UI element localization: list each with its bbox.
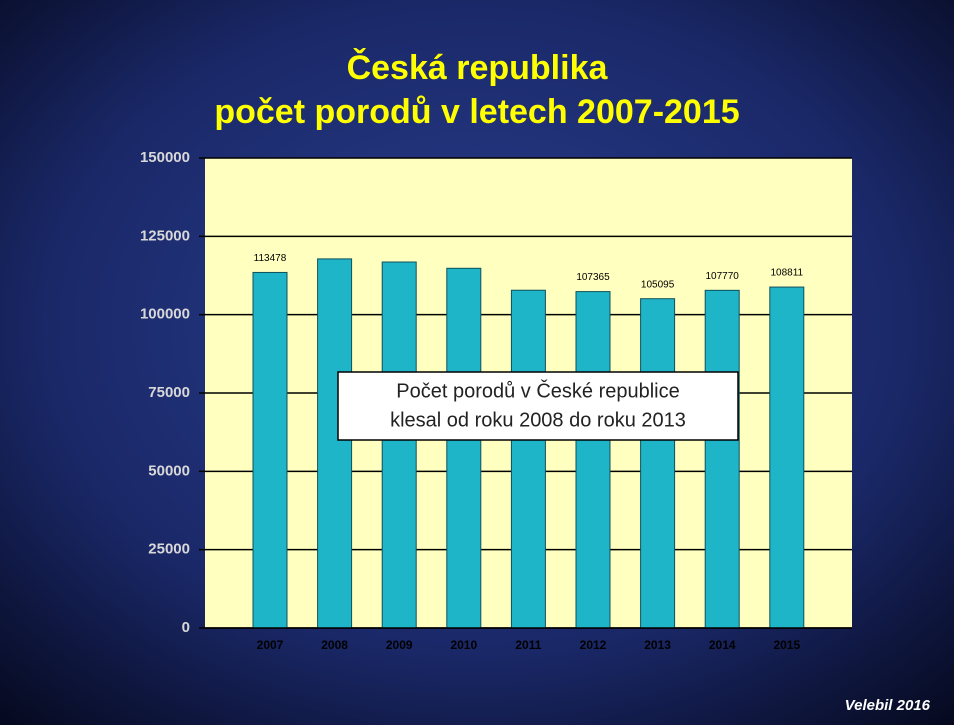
value-label: 107365 bbox=[576, 272, 610, 283]
chart-title: počet porodů v letech 2007-2015 bbox=[214, 93, 739, 131]
y-tick-label: 75000 bbox=[148, 384, 190, 401]
y-tick-label: 100000 bbox=[140, 306, 190, 323]
annotation: Počet porodů v České republice bbox=[396, 379, 680, 402]
x-tick-label: 2014 bbox=[709, 638, 736, 652]
chart-title: Česká republika bbox=[347, 48, 609, 87]
x-tick-label: 2011 bbox=[515, 638, 541, 652]
bar bbox=[252, 271, 288, 629]
footer: Velebil 2016 bbox=[845, 697, 931, 714]
bar bbox=[381, 261, 417, 629]
x-tick-label: 2010 bbox=[450, 638, 477, 652]
x-tick-label: 2015 bbox=[773, 638, 800, 652]
bar bbox=[510, 289, 546, 629]
bar bbox=[317, 258, 353, 629]
y-tick-label: 0 bbox=[182, 619, 190, 636]
y-tick-label: 150000 bbox=[140, 149, 190, 166]
y-tick-label: 25000 bbox=[148, 541, 190, 558]
x-tick-label: 2008 bbox=[321, 638, 348, 652]
value-label: 107770 bbox=[706, 271, 740, 282]
bar bbox=[575, 291, 611, 629]
y-tick-label: 125000 bbox=[140, 227, 190, 244]
bar bbox=[640, 298, 676, 629]
bar bbox=[769, 286, 805, 629]
bar bbox=[446, 267, 482, 629]
x-tick-label: 2007 bbox=[257, 638, 284, 652]
marks: 0 25000 50000 75000 100000 125000 150000 2007 11… bbox=[140, 149, 852, 652]
x-tick-label: 2009 bbox=[386, 638, 413, 652]
x-tick-label: 2012 bbox=[580, 638, 607, 652]
bar bbox=[704, 289, 740, 629]
value-label: 113478 bbox=[254, 253, 287, 264]
value-label: 108811 bbox=[770, 268, 803, 279]
x-tick-label: 2013 bbox=[644, 638, 671, 652]
annotation: klesal od roku 2008 do roku 2013 bbox=[390, 409, 686, 431]
annotation-box bbox=[337, 371, 739, 441]
y-tick-label: 50000 bbox=[148, 462, 190, 479]
value-label: 105095 bbox=[641, 279, 675, 290]
